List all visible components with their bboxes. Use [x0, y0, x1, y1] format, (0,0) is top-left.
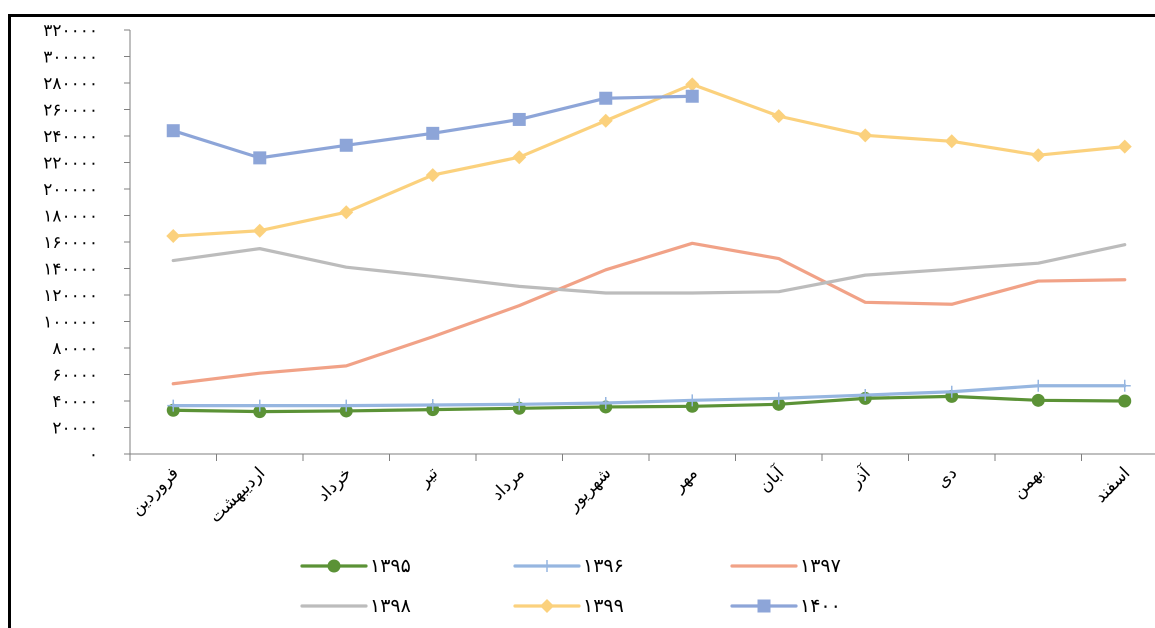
data-point — [253, 151, 267, 165]
y-tick-label: ۳۰۰۰۰۰ — [43, 48, 98, 68]
data-point — [426, 398, 439, 411]
series-line-۱۳۹۸ — [171, 243, 1127, 295]
legend-marker — [540, 599, 554, 613]
y-tick-label: ۲۸۰۰۰۰ — [43, 74, 98, 94]
x-category-label: مرداد — [488, 463, 529, 504]
data-point — [599, 91, 613, 105]
legend-label: ۱۳۹۹ — [583, 595, 624, 617]
data-point — [166, 229, 181, 244]
y-tick-label: ۱۲۰۰۰۰ — [43, 286, 98, 306]
y-tick-label: ۲۴۰۰۰۰ — [43, 127, 98, 147]
legend-marker — [757, 599, 771, 613]
data-point — [340, 399, 353, 412]
data-point — [1118, 394, 1132, 408]
series-line-۱۳۹۷ — [171, 241, 1127, 386]
series-line-۱۳۹۵ — [171, 394, 1127, 414]
x-category-label: اردیبهشت — [206, 463, 270, 527]
x-category-label: بهمن — [1009, 463, 1048, 502]
data-point — [599, 396, 612, 409]
chart-frame — [8, 14, 1155, 628]
y-tick-label: ۲۶۰۰۰۰ — [43, 101, 98, 121]
y-tick-label: ۸۰۰۰۰ — [52, 339, 98, 359]
data-point — [598, 113, 613, 128]
legend-label: ۱۳۹۶ — [583, 555, 624, 577]
x-category-label: شهریور — [563, 463, 615, 515]
legend-label: ۱۴۰۰ — [800, 595, 841, 617]
data-point — [859, 389, 872, 402]
y-tick-label: ۱۰۰۰۰۰ — [43, 313, 98, 333]
y-tick-label: ۲۰۰۰۰ — [52, 419, 98, 439]
data-point — [858, 128, 873, 143]
data-point — [252, 223, 267, 238]
data-point — [685, 77, 700, 92]
data-point — [166, 124, 180, 138]
data-point — [1118, 379, 1131, 392]
y-tick-label: ۰ — [89, 445, 98, 465]
x-category-label: اسفند — [1091, 463, 1135, 507]
data-point — [685, 89, 699, 103]
data-point — [512, 112, 526, 126]
x-category-label: خرداد — [314, 463, 356, 505]
y-tick-label: ۱۶۰۰۰۰ — [43, 233, 98, 253]
data-point — [426, 126, 440, 140]
legend-label: ۱۳۹۸ — [370, 595, 411, 617]
data-point — [1031, 148, 1046, 163]
data-point — [944, 134, 959, 149]
legend-marker — [327, 559, 341, 573]
x-category-label: آذر — [844, 461, 876, 493]
x-category-label: مهر — [668, 463, 701, 496]
y-tick-label: ۱۸۰۰۰۰ — [43, 207, 98, 227]
legend-label: ۱۳۹۵ — [370, 555, 411, 577]
x-category-label: دی — [932, 463, 961, 492]
data-point — [1031, 393, 1045, 407]
x-category-label: فروردین — [127, 463, 183, 519]
legend-label: ۱۳۹۷ — [800, 555, 841, 577]
data-point — [167, 399, 180, 412]
y-tick-label: ۱۴۰۰۰۰ — [43, 260, 98, 280]
y-tick-label: ۳۲۰۰۰۰ — [43, 21, 98, 41]
y-tick-label: ۲۰۰۰۰۰ — [43, 180, 98, 200]
y-tick-label: ۶۰۰۰۰ — [52, 366, 98, 386]
data-point — [1032, 379, 1045, 392]
data-point — [339, 138, 353, 152]
series-line-۱۳۹۹ — [171, 82, 1127, 238]
data-point — [772, 392, 785, 405]
data-point — [512, 150, 527, 165]
data-point — [686, 394, 699, 407]
legend-marker — [541, 560, 553, 572]
data-point — [253, 399, 266, 412]
y-tick-label: ۴۰۰۰۰ — [52, 392, 98, 412]
data-point — [771, 109, 786, 124]
x-category-label: آبان — [754, 461, 790, 497]
x-category-label: تیر — [414, 463, 443, 492]
data-point — [945, 385, 958, 398]
data-point — [513, 398, 526, 411]
data-point — [425, 168, 440, 183]
series-line-۱۳۹۶ — [171, 384, 1127, 408]
data-point — [339, 205, 354, 220]
y-tick-label: ۲۲۰۰۰۰ — [43, 154, 98, 174]
data-point — [1117, 139, 1132, 154]
